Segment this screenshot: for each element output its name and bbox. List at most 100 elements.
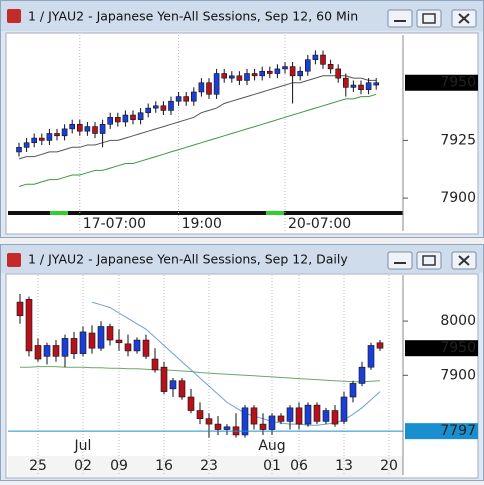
candle-body xyxy=(304,404,312,425)
close-glyph xyxy=(458,13,470,24)
candle-body xyxy=(367,345,375,368)
candle-body xyxy=(169,380,177,390)
candle-body xyxy=(16,147,22,153)
candle-body xyxy=(115,339,123,344)
candle-body xyxy=(221,73,227,79)
x-tick-label: 06 xyxy=(290,458,308,474)
candle-body xyxy=(54,133,60,137)
candle-body xyxy=(259,423,267,430)
candle-body xyxy=(61,338,69,357)
x-axis-band xyxy=(8,456,403,477)
moving-average-line xyxy=(18,75,377,160)
candle-body xyxy=(23,142,30,148)
x-tick-label: 16 xyxy=(155,458,173,474)
candle-body xyxy=(335,68,342,79)
window-title: 1 / JYAU2 - Japanese Yen-All Sessions, S… xyxy=(28,252,348,267)
candle-body xyxy=(342,77,349,88)
x-tick-label: 13 xyxy=(335,458,353,474)
candle-body xyxy=(277,415,285,422)
price-marker-label: 7797 xyxy=(440,423,476,439)
price-marker-label: 7950 xyxy=(440,340,476,356)
candle-body xyxy=(320,54,326,65)
candle-body xyxy=(88,332,96,349)
candle-body xyxy=(69,123,75,130)
candle-body xyxy=(229,75,235,79)
y-tick-label: 7900 xyxy=(440,367,476,383)
candle-body xyxy=(313,404,321,422)
chart-area xyxy=(5,273,479,479)
price-marker-box xyxy=(405,340,478,357)
candle-body xyxy=(304,59,311,72)
y-tick-label: 8000 xyxy=(440,313,476,329)
candle-body xyxy=(244,73,250,81)
window-title: 1 / JYAU2 - Japanese Yen-All Sessions, S… xyxy=(28,9,358,24)
candle-body xyxy=(25,299,33,352)
x-tick-label: 09 xyxy=(110,458,128,474)
y-tick-label: 7925 xyxy=(440,132,476,148)
candle-body xyxy=(124,343,132,352)
price-marker-box xyxy=(405,74,478,91)
candle-body xyxy=(46,133,53,141)
close-glyph xyxy=(458,255,470,266)
candle-body xyxy=(236,75,243,81)
session-strip xyxy=(50,211,68,215)
candle-body xyxy=(250,407,258,425)
candle-body xyxy=(223,426,231,430)
candle-body xyxy=(251,73,258,77)
candle-body xyxy=(327,63,334,70)
candle-body xyxy=(115,117,121,123)
moving-average-line xyxy=(18,93,377,187)
candle-body xyxy=(160,366,168,392)
candle-body xyxy=(289,66,296,77)
candle-body xyxy=(282,66,288,70)
candle-body xyxy=(130,114,136,120)
minimize-button[interactable] xyxy=(387,251,413,270)
candle-body xyxy=(122,114,129,123)
month-label: Jul xyxy=(74,438,92,454)
candle-body xyxy=(268,415,276,430)
candle-body xyxy=(183,96,189,102)
maximize-button[interactable] xyxy=(416,9,442,28)
candle-body xyxy=(196,410,204,419)
candle-body xyxy=(99,123,106,134)
candle-body xyxy=(295,407,303,425)
candle-body xyxy=(340,396,348,422)
chart-area xyxy=(5,32,479,235)
candle-body xyxy=(205,418,213,425)
candle-body xyxy=(145,107,151,114)
candle-body xyxy=(151,358,159,371)
candle-body xyxy=(168,100,174,111)
x-tick-label: 20-07:00 xyxy=(288,216,351,232)
window-icon xyxy=(7,253,21,267)
candle-body xyxy=(376,342,384,349)
candle-body xyxy=(70,338,78,354)
candle-body xyxy=(349,383,357,398)
x-tick-label: 19:00 xyxy=(182,216,222,232)
candle-body xyxy=(77,123,83,132)
maximize-glyph xyxy=(422,255,436,266)
candle-body xyxy=(106,326,114,341)
candle-body xyxy=(16,301,24,316)
candle-body xyxy=(133,339,141,352)
candle-body xyxy=(213,73,220,95)
candle-body xyxy=(142,339,150,357)
x-tick-label: 20 xyxy=(380,458,398,474)
month-label: Aug xyxy=(258,438,285,454)
minimize-button[interactable] xyxy=(387,9,413,28)
candle-body xyxy=(79,331,87,354)
y-tick-label: 7900 xyxy=(440,190,476,206)
candle-body xyxy=(178,380,186,398)
candle-body xyxy=(198,82,205,93)
candle-body xyxy=(61,128,68,137)
candle-body xyxy=(214,423,222,430)
candle-body xyxy=(286,407,294,422)
maximize-button[interactable] xyxy=(416,251,442,270)
candle-body xyxy=(365,82,372,90)
candle-body xyxy=(241,407,249,436)
session-strip xyxy=(284,211,403,215)
candle-body xyxy=(331,410,339,425)
candle-body xyxy=(322,410,330,422)
candle-body xyxy=(137,112,144,120)
maximize-glyph xyxy=(422,13,436,24)
